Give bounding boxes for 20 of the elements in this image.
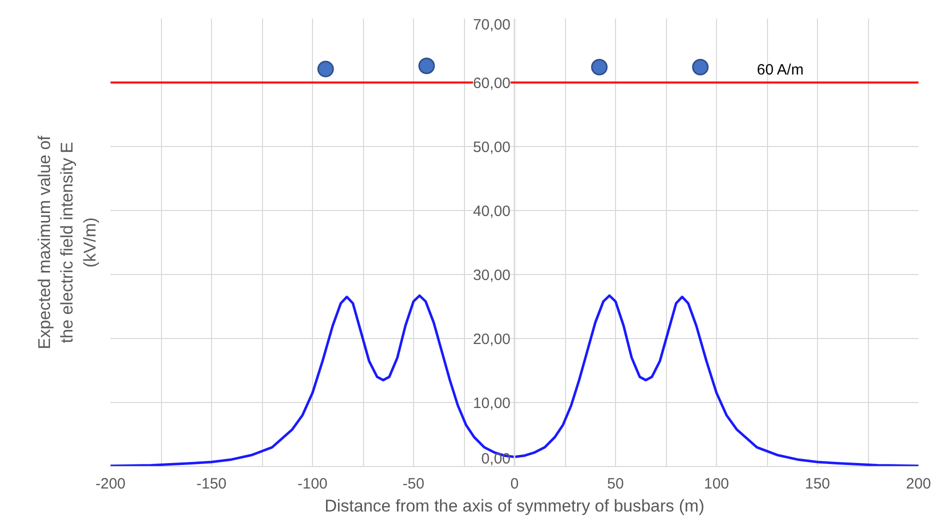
y-tick-label: 0,00	[481, 450, 511, 468]
y-tick-label: 50,00	[472, 139, 511, 156]
x-axis-title: Distance from the axis of symmetry of busbars (m)	[324, 496, 704, 516]
x-tick-label: 50	[607, 476, 624, 492]
y-tick-label: 60,00	[472, 75, 511, 92]
x-tick-label: -50	[402, 476, 424, 492]
y-axis-title: Expected maximum value of the electric field intensity E (kV/m)	[34, 135, 100, 350]
y-tick-label: 10,00	[472, 395, 511, 412]
x-tick-label: -100	[297, 476, 328, 492]
x-tick-label: 100	[704, 476, 730, 492]
y-tick-label: 30,00	[472, 267, 511, 284]
y-tick-label: 20,00	[472, 331, 511, 348]
y-tick-label: 40,00	[472, 203, 511, 220]
x-tick-label: 0	[510, 476, 519, 492]
x-tick-label: 200	[906, 476, 932, 492]
x-tick-label: -150	[196, 476, 227, 492]
ref-line-label: 60 A/m	[756, 62, 804, 78]
x-tick-label: -200	[95, 476, 126, 492]
x-tick-label: 150	[804, 476, 830, 492]
y-tick-label: 70,00	[472, 16, 511, 34]
